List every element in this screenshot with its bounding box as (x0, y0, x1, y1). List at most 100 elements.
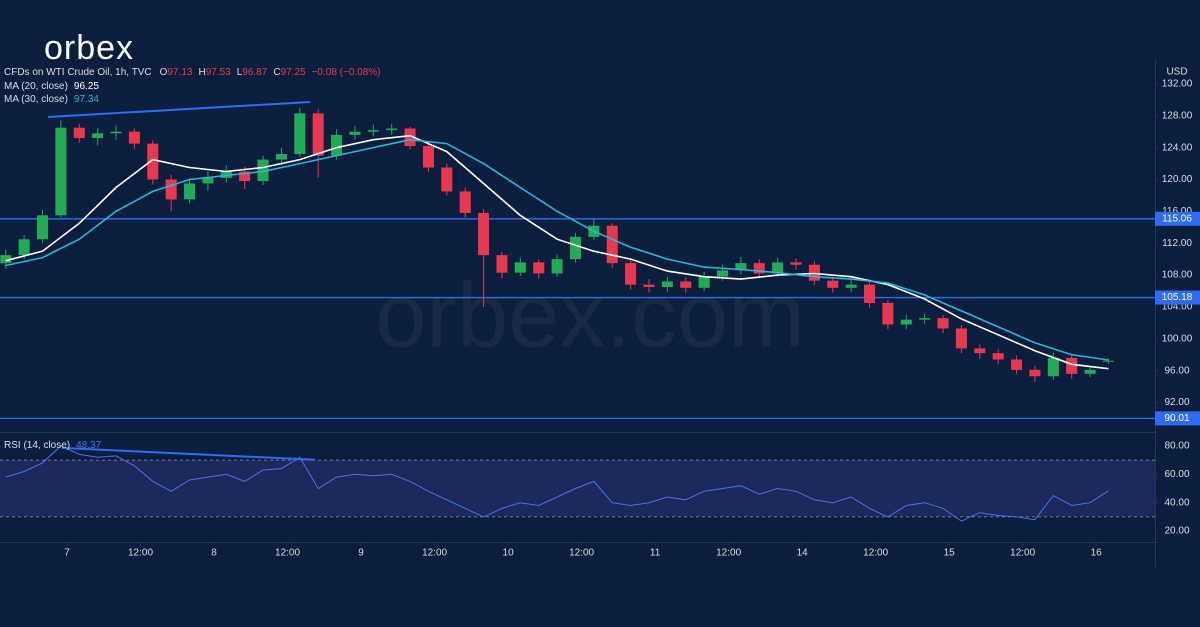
candle-body (92, 133, 104, 139)
candle-body (184, 183, 196, 200)
y-tick-label: 92.00 (1164, 397, 1189, 408)
x-tick-label: 15 (944, 548, 956, 559)
ma-legend: MA (20, close) 96.25 (4, 81, 99, 92)
candle-body (735, 263, 747, 271)
y-tick-label: 120.00 (1162, 174, 1193, 185)
rsi-y-tick-label: 40.00 (1164, 497, 1189, 508)
legend: CFDs on WTI Crude Oil, 1h, TVC O97.13 H97.… (4, 67, 381, 451)
candle-body (937, 318, 949, 329)
candle-body (680, 281, 692, 288)
candle-body (73, 127, 85, 139)
ma-value: 96.25 (74, 81, 99, 92)
x-tick-label: 12:00 (1010, 548, 1035, 559)
candle-body (459, 191, 471, 213)
candle-body (147, 143, 159, 180)
x-tick-label: 10 (503, 548, 515, 559)
x-tick-label: 11 (650, 548, 661, 559)
x-tick-label: 12:00 (863, 548, 888, 559)
candle-body (18, 239, 30, 256)
candle-body (367, 130, 379, 132)
candle-body (716, 270, 729, 277)
candle-body (128, 131, 140, 144)
candle-body (441, 167, 453, 192)
ohlc-value: 97.13 (167, 67, 192, 78)
candle-body (643, 284, 655, 288)
header: CFDs on WTI Crude Oil, 1h, TVC O97.13 H97.… (4, 67, 381, 78)
candle-body (606, 225, 618, 264)
candle-body (110, 131, 122, 134)
y-tick-label: 108.00 (1162, 270, 1193, 281)
rsi-legend: RSI (14, close) 48.37 (4, 440, 102, 451)
candle-body (294, 113, 306, 154)
level-tag-label: 105.18 (1162, 292, 1193, 303)
candle-body (753, 263, 765, 274)
candle-body (808, 264, 820, 281)
candle-body (533, 262, 545, 274)
candle-body (845, 284, 857, 288)
x-tick-label: 8 (211, 548, 217, 559)
ohlc-value: 97.25 (281, 67, 306, 78)
y-tick-label: 100.00 (1162, 333, 1193, 344)
rsi-pane (0, 445, 1155, 522)
candle-body (514, 262, 526, 273)
candle-body (349, 131, 361, 135)
candle-body (404, 128, 416, 147)
ohlc-value: 97.53 (206, 67, 231, 78)
ohlc-key: O (160, 67, 168, 78)
price-pane (0, 101, 1155, 420)
candle-body (882, 302, 894, 325)
candle-body (1102, 360, 1114, 362)
moving-average (5, 134, 1109, 370)
candle-body (955, 328, 967, 349)
x-tick-label: 14 (797, 548, 809, 559)
level-tag (1155, 411, 1200, 426)
rsi-value: 48.37 (76, 440, 101, 451)
candle-body (165, 179, 177, 200)
candle-body (569, 236, 581, 260)
x-tick-label: 16 (1091, 548, 1103, 559)
candle-body (1047, 357, 1059, 377)
candle-body (661, 281, 673, 288)
level-tag (1155, 211, 1200, 226)
y-tick-label: 112.00 (1162, 238, 1192, 249)
candle-body (312, 113, 324, 156)
x-tick-label: 12:00 (716, 548, 741, 559)
candle-body (551, 259, 563, 274)
trendline (47, 101, 311, 118)
candle-body (275, 153, 287, 160)
candle-body (992, 353, 1004, 360)
candle-body (496, 255, 508, 273)
rsi-y-tick-label: 60.00 (1164, 469, 1189, 480)
y-tick-label: 96.00 (1164, 365, 1189, 376)
y-tick-label: 116.00 (1162, 206, 1192, 217)
candle-body (864, 284, 876, 303)
candle-body (790, 262, 802, 265)
level-tag-label: 115.06 (1162, 213, 1192, 224)
candle-body (625, 263, 637, 285)
candle-body (331, 134, 343, 156)
candle-body (919, 318, 931, 320)
ohlc-key: C (273, 67, 280, 78)
rsi-trendline (62, 446, 316, 461)
currency: USD (1166, 67, 1187, 78)
candle-body (478, 212, 490, 256)
moving-average (5, 138, 1109, 361)
logo: orbex (44, 29, 134, 67)
ohlc-key: L (237, 67, 243, 78)
watermark: orbex.com (375, 264, 805, 366)
candle-body (1066, 357, 1078, 374)
candle-body (698, 276, 710, 288)
y-tick-label: 132.00 (1162, 79, 1193, 90)
candle-body (827, 280, 839, 288)
candle-body (772, 262, 784, 274)
candle-body (1084, 369, 1096, 374)
axes: 7 12:00 8 12:00 9 12:00 10 12:00 11 12:00 14 12:00 1… (64, 79, 1200, 559)
rsi-line (5, 445, 1109, 522)
x-tick-label: 12:00 (569, 548, 594, 559)
candle-body (0, 255, 12, 264)
candle-body (55, 127, 67, 216)
candle-body (386, 128, 398, 131)
